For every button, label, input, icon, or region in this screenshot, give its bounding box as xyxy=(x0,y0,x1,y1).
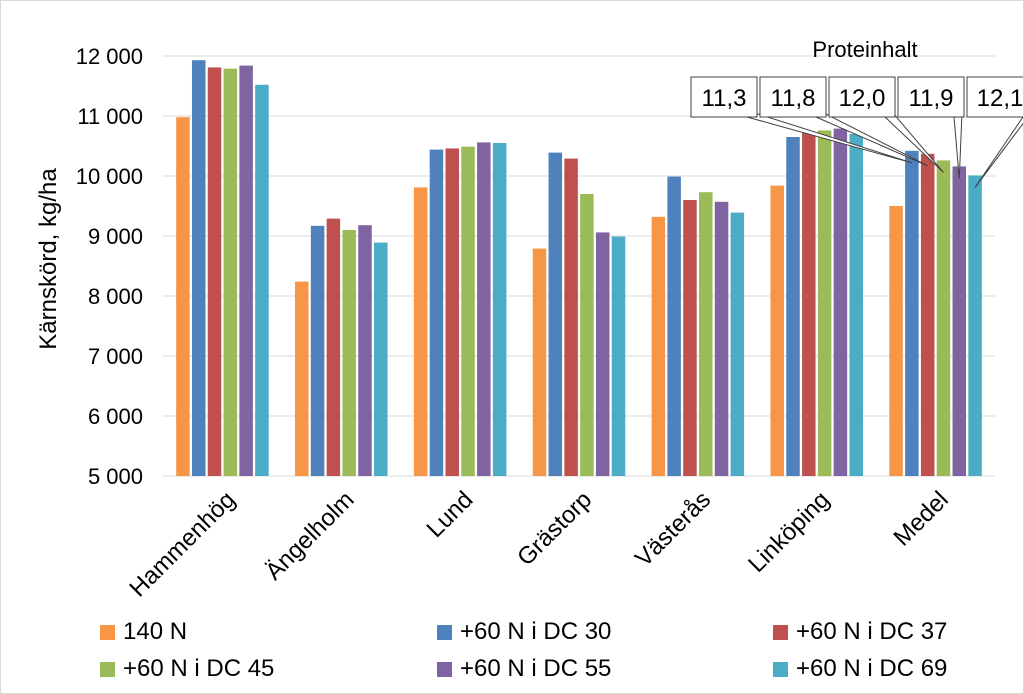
y-tick-label: 11 000 xyxy=(77,104,143,129)
y-tick-label: 12 000 xyxy=(76,44,143,69)
x-tick-label: Hammenhög xyxy=(124,486,240,602)
bar xyxy=(461,146,475,476)
bar xyxy=(342,230,356,476)
x-tick-label: Medel xyxy=(888,486,953,551)
legend-swatch xyxy=(100,661,115,677)
bar xyxy=(770,185,784,476)
y-tick-label: 9 000 xyxy=(88,224,143,249)
x-tick-labels: Hammenhög Ängelholm Lund Grästorp Västerås Li… xyxy=(124,486,953,602)
bar xyxy=(595,232,610,476)
legend-swatch xyxy=(773,661,788,677)
bar xyxy=(730,212,745,476)
legend-item: +60 N i DC 30 xyxy=(437,618,611,646)
bar xyxy=(191,60,206,476)
bar xyxy=(374,242,388,476)
legend-label: 140 N xyxy=(123,618,188,645)
legend-item: +60 N i DC 55 xyxy=(437,655,611,683)
protein-callout-label: 12,1 xyxy=(977,85,1023,112)
legend-item: +60 N i DC 69 xyxy=(773,655,947,683)
bar xyxy=(833,128,848,476)
bar xyxy=(714,201,729,477)
x-tick-label: Ängelholm xyxy=(260,486,359,585)
y-tick-label: 10 000 xyxy=(76,164,143,189)
protein-callout: 12,0 xyxy=(828,76,944,173)
y-tick-label: 6 000 xyxy=(88,404,143,429)
bar xyxy=(207,67,222,477)
protein-callout: 11,9 xyxy=(897,76,965,179)
protein-callout: 12,1 xyxy=(966,76,1024,188)
bar xyxy=(952,166,967,476)
bar xyxy=(699,192,713,476)
bar xyxy=(611,236,626,476)
x-tick-label: Lund xyxy=(422,486,479,543)
bar xyxy=(477,142,491,476)
protein-callouts: 11,3 11,8 12,0 11,9 12,1 xyxy=(690,76,1024,188)
legend-swatch xyxy=(437,624,452,640)
protein-callout-label: 12,0 xyxy=(839,85,886,112)
bar xyxy=(239,65,253,476)
bar xyxy=(548,152,563,476)
protein-callout: 11,3 xyxy=(690,76,913,164)
legend-label: +60 N i DC 69 xyxy=(796,655,948,682)
legend-label: +60 N i DC 55 xyxy=(460,655,612,682)
legend-swatch xyxy=(437,661,452,677)
bar xyxy=(667,176,681,476)
bar xyxy=(295,281,309,476)
bar xyxy=(849,134,863,476)
bar xyxy=(786,137,800,476)
y-tick-label: 7 000 xyxy=(88,344,143,369)
bar xyxy=(580,194,594,476)
bar xyxy=(889,206,903,476)
x-tick-label: Linköping xyxy=(743,486,835,578)
bars xyxy=(176,60,982,477)
bar xyxy=(651,216,666,477)
protein-annotation-title: Proteinhalt xyxy=(812,37,917,62)
legend-item: +60 N i DC 37 xyxy=(773,618,947,646)
bar xyxy=(310,225,325,476)
bar xyxy=(905,150,919,477)
bar xyxy=(817,130,832,476)
protein-callout-label: 11,9 xyxy=(909,85,954,112)
legend: 140 N +60 N i DC 30 +60 N i DC 37 +60 N i D… xyxy=(0,612,1024,692)
bar xyxy=(802,132,816,477)
bar xyxy=(920,153,935,477)
y-axis-label: Kärnskörd, kg/ha xyxy=(35,168,62,350)
bar xyxy=(564,158,578,476)
bar xyxy=(492,143,507,476)
legend-label: +60 N i DC 45 xyxy=(123,655,275,682)
legend-item: 140 N xyxy=(100,618,187,646)
bar-chart: 5 000 6 000 7 000 8 000 9 000 10 000 11 000 12 … xyxy=(35,37,1024,602)
bar xyxy=(223,68,238,476)
x-tick-label: Västerås xyxy=(630,486,716,572)
protein-callout: 11,8 xyxy=(759,76,928,167)
bar xyxy=(326,218,341,476)
legend-label: +60 N i DC 30 xyxy=(460,618,612,645)
protein-callout-label: 11,8 xyxy=(771,85,816,112)
legend-item: +60 N i DC 45 xyxy=(100,655,274,683)
bar xyxy=(413,187,428,476)
bar xyxy=(532,248,547,476)
y-tick-labels: 5 000 6 000 7 000 8 000 9 000 10 000 11 000 12 … xyxy=(76,44,143,489)
bar xyxy=(358,225,372,476)
legend-swatch xyxy=(100,624,115,640)
y-tick-label: 8 000 xyxy=(88,284,143,309)
bar xyxy=(683,200,697,476)
y-tick-label: 5 000 xyxy=(88,464,143,489)
bar xyxy=(255,84,269,477)
gridlines xyxy=(163,55,995,477)
bar xyxy=(176,117,190,476)
bar xyxy=(445,148,459,476)
bar xyxy=(429,149,444,476)
bar xyxy=(968,175,982,476)
legend-swatch xyxy=(773,624,788,640)
legend-label: +60 N i DC 37 xyxy=(796,618,948,645)
x-tick-label: Grästorp xyxy=(512,486,597,571)
protein-callout-label: 11,3 xyxy=(702,85,747,112)
bar xyxy=(936,160,951,476)
